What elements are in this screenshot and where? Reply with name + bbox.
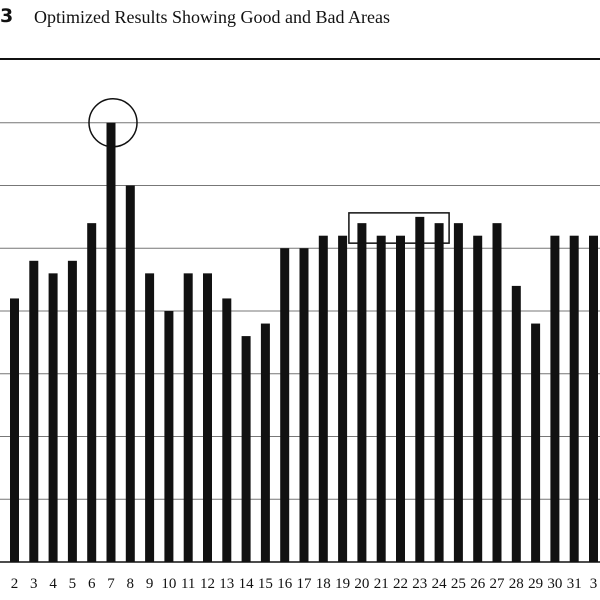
x-tick-label: 19 <box>335 576 350 592</box>
bar-2 <box>10 298 19 562</box>
bar-9 <box>145 273 155 562</box>
bar-14 <box>241 336 251 562</box>
bar-16 <box>280 248 290 562</box>
x-tick-label: 11 <box>181 576 195 592</box>
x-tick-label: 27 <box>490 576 506 592</box>
x-tick-label: 23 <box>412 576 427 592</box>
x-tick-label: 12 <box>200 576 215 592</box>
x-tick-label: 2 <box>11 576 19 592</box>
x-tick-label: 20 <box>354 576 369 592</box>
bar-27 <box>492 223 502 562</box>
bar-11 <box>183 273 193 562</box>
x-tick-label: 18 <box>316 576 331 592</box>
bar-3 <box>589 235 598 562</box>
bar-4 <box>48 273 58 562</box>
bar-12 <box>203 273 212 562</box>
figure-number: 3 <box>0 5 14 27</box>
bar-23 <box>415 216 425 562</box>
x-tick-label: 9 <box>146 576 154 592</box>
x-tick-label: 29 <box>528 576 543 592</box>
bar-20 <box>357 223 367 562</box>
bar-10 <box>164 311 174 562</box>
bar-18 <box>318 235 328 562</box>
x-tick-label: 26 <box>470 576 486 592</box>
x-tick-label: 22 <box>393 576 408 592</box>
x-tick-label: 13 <box>219 576 234 592</box>
bar-24 <box>434 223 444 562</box>
x-tick-label: 21 <box>374 576 389 592</box>
figure-title: Optimized Results Showing Good and Bad A… <box>34 7 390 27</box>
annotation-circle <box>88 98 138 148</box>
bar-13 <box>222 298 232 562</box>
x-tick-label: 6 <box>88 576 96 592</box>
bar-17 <box>299 248 309 562</box>
x-tick-label: 16 <box>277 576 293 592</box>
bar-5 <box>67 260 77 562</box>
x-tick-label: 3 <box>590 576 598 592</box>
bar-21 <box>376 235 386 562</box>
x-tick-labels: 2 3 4 5 6 7 8 9 10 11 12 13 14 15 16 17 18 19 20 21 22 23 24 25… <box>11 576 598 592</box>
bar-29 <box>531 323 541 562</box>
annotations <box>88 98 450 244</box>
annotation-rectangle <box>348 212 450 244</box>
x-tick-label: 15 <box>258 576 273 592</box>
x-tick-label: 14 <box>239 576 255 592</box>
x-tick-label: 31 <box>567 576 582 592</box>
x-tick-label: 25 <box>451 576 466 592</box>
bars <box>10 122 598 562</box>
x-tick-label: 28 <box>509 576 524 592</box>
bar-31 <box>569 235 579 562</box>
x-tick-label: 10 <box>161 576 176 592</box>
x-tick-label: 17 <box>297 576 313 592</box>
bar-26 <box>473 235 483 562</box>
x-tick-label: 24 <box>432 576 448 592</box>
bar-6 <box>87 223 97 562</box>
x-tick-label: 5 <box>69 576 77 592</box>
bar-28 <box>511 285 521 562</box>
bar-3 <box>29 260 39 562</box>
x-tick-label: 3 <box>30 576 38 592</box>
bar-19 <box>338 235 348 562</box>
x-tick-label: 8 <box>127 576 135 592</box>
bar-30 <box>550 235 560 562</box>
x-tick-label: 7 <box>107 576 115 592</box>
bar-8 <box>125 185 135 562</box>
x-tick-label: 30 <box>547 576 562 592</box>
bar-7 <box>106 122 116 562</box>
bar-22 <box>396 235 405 562</box>
bar-25 <box>453 223 463 562</box>
bar-15 <box>260 323 270 562</box>
x-tick-label: 4 <box>49 576 57 592</box>
